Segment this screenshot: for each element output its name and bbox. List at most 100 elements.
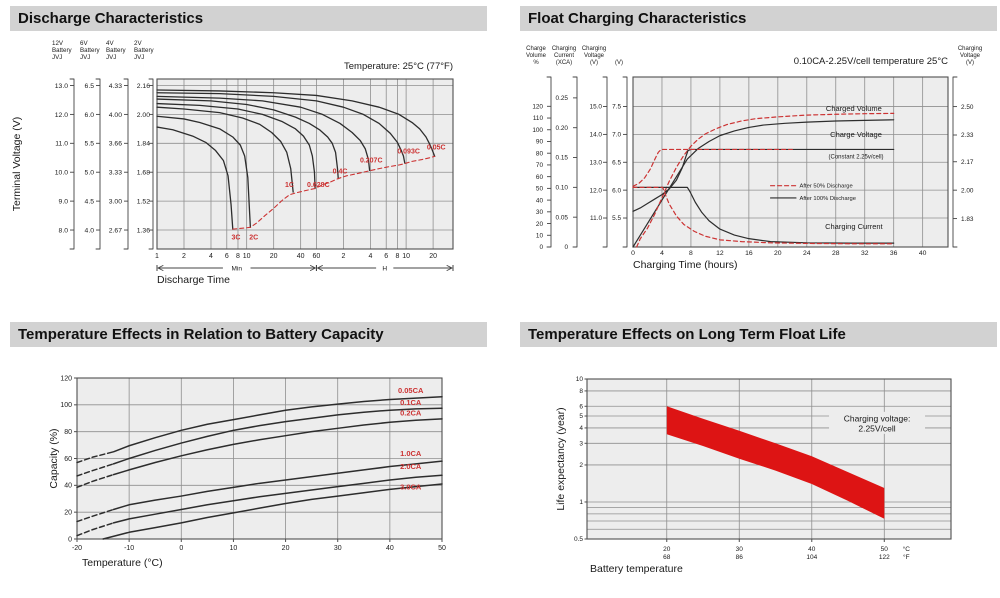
axis-tick-label: 70	[536, 162, 544, 169]
y-axis-title: Capacity (%)	[48, 428, 60, 488]
series-1.0CA	[112, 460, 443, 511]
plot-border	[632, 76, 949, 248]
y-axis-title: Life expectancy (year)	[555, 407, 567, 510]
tick-label: 32	[861, 250, 869, 257]
scale-tick-label: 10.0	[55, 170, 68, 177]
curve-label: 0.628C	[307, 182, 330, 189]
tick-label: 2	[579, 462, 583, 469]
scale-tick-label: 6.0	[85, 112, 95, 119]
section-title-text: Float Charging Characteristics	[528, 10, 747, 27]
tick-label: 6	[384, 253, 388, 260]
curve-label: Charge Voltage	[830, 130, 882, 139]
tick-label: 100	[60, 402, 72, 409]
scale-tick-label: 8.0	[59, 227, 69, 234]
legend-label: After 100% Discharge	[800, 196, 856, 202]
axis-header: Charging	[552, 46, 576, 52]
scale-header: JVJ	[80, 54, 90, 61]
series-0.628C	[156, 102, 316, 190]
float-life-chart: Charging voltage:2.25V/cell1086543210.52…	[555, 376, 952, 575]
axis-tick-label: 0	[539, 244, 543, 251]
tick-label: 104	[806, 554, 817, 561]
tick-label: 1	[579, 499, 583, 506]
axis-tick-label: 0.05	[556, 214, 569, 221]
tick-label: 10	[243, 253, 251, 260]
annotation-text: Charging voltage:	[844, 413, 911, 423]
scale-header: 12V	[52, 40, 64, 47]
section-title-text: Temperature Effects on Long Term Float L…	[528, 326, 846, 343]
tick-label: 2	[341, 253, 345, 260]
tick-label: 6	[225, 253, 229, 260]
axis-tick-label: 13.0	[590, 159, 603, 166]
tick-label: 60	[64, 456, 72, 463]
tick-label: 20	[64, 510, 72, 517]
tick-label: 122	[879, 554, 890, 561]
tick-label: 4	[209, 253, 213, 260]
cutoff-voltage-curve	[232, 155, 436, 230]
axis-header: Voltage	[584, 53, 605, 59]
axis-tick-label: 2.50	[961, 104, 974, 111]
series-0.2CA	[112, 418, 443, 476]
float-life-band	[666, 406, 885, 519]
tick-label: 28	[832, 250, 840, 257]
scale-tick-label: 2.16	[137, 83, 150, 90]
axis-bracket	[123, 78, 129, 250]
tick-label: 40	[297, 253, 305, 260]
axis-tick-label: 60	[536, 174, 544, 181]
tick-label: 8	[395, 253, 399, 260]
tick-label: 0	[68, 536, 72, 543]
tick-label: 10	[402, 253, 410, 260]
curve-label: (Constant 2.25v/cell)	[829, 154, 884, 160]
axis-header: (V)	[615, 60, 623, 66]
axis-tick-label: 5.5	[612, 215, 621, 222]
series-3C	[156, 126, 234, 230]
axis-tick-label: 0.10	[556, 185, 569, 192]
tick-label: 40	[919, 250, 927, 257]
axis-header: Charging	[582, 46, 606, 52]
scale-tick-label: 1.68	[137, 170, 150, 177]
tick-label: 10	[230, 545, 238, 552]
axis-tick-label: 6.0	[612, 187, 621, 194]
scale-tick-label: 2.67	[109, 227, 122, 234]
scale-tick-label: 3.00	[109, 199, 122, 206]
arrowhead-left-icon	[317, 265, 323, 271]
plot-area	[157, 79, 453, 249]
axis-bracket	[572, 76, 578, 248]
series-2C	[156, 115, 252, 228]
y-axis-title: Terminal Voltage (V)	[11, 117, 23, 212]
curve-label: 2C	[249, 234, 258, 241]
axis-tick-label: 110	[533, 115, 544, 122]
discharge-characteristics-chart: 1 2 4 6 8 10 20 40 60 2 4 6 8 10 2012VBatteryJVJ13.012…	[11, 40, 454, 286]
axis-unit-label: H	[382, 265, 387, 272]
tick-label: 20	[282, 545, 290, 552]
axis-header: Current	[554, 53, 574, 59]
series-charged-volume-50	[636, 112, 895, 248]
tick-label: 30	[736, 546, 744, 553]
tick-label: 36	[890, 250, 898, 257]
tick-label: 40	[386, 545, 394, 552]
scale-header: JVJ	[134, 54, 144, 61]
series-2.0CA	[112, 474, 443, 524]
curve-label: Charging Current	[825, 222, 883, 231]
tick-label: 3	[579, 441, 583, 448]
series-charge-voltage-50	[632, 148, 793, 187]
axis-header: Volume	[526, 53, 547, 59]
x-axis-title: Discharge Time	[157, 274, 230, 286]
curve-label: 0.207C	[360, 157, 383, 164]
scale-header: Battery	[106, 47, 127, 54]
series-0.05C	[156, 89, 436, 157]
axis-header: Charge	[526, 46, 546, 52]
series-1.0CA-dashed	[76, 508, 115, 523]
series-1C	[156, 106, 294, 193]
axis-header: (V)	[966, 60, 974, 66]
tick-label: 4	[368, 253, 372, 260]
tick-label: 8	[689, 250, 693, 257]
axis-header: (XCA)	[556, 60, 572, 66]
curve-label: 3C	[232, 234, 241, 241]
annotation-bg	[829, 411, 926, 434]
chart-note: Temperature: 25°C (77°F)	[344, 61, 453, 72]
section-title-float-life: Temperature Effects on Long Term Float L…	[520, 322, 997, 347]
scale-tick-label: 1.52	[137, 199, 150, 206]
axis-header: (V)	[590, 60, 598, 66]
tick-label: 16	[745, 250, 753, 257]
axis-tick-label: 0.15	[556, 155, 569, 162]
